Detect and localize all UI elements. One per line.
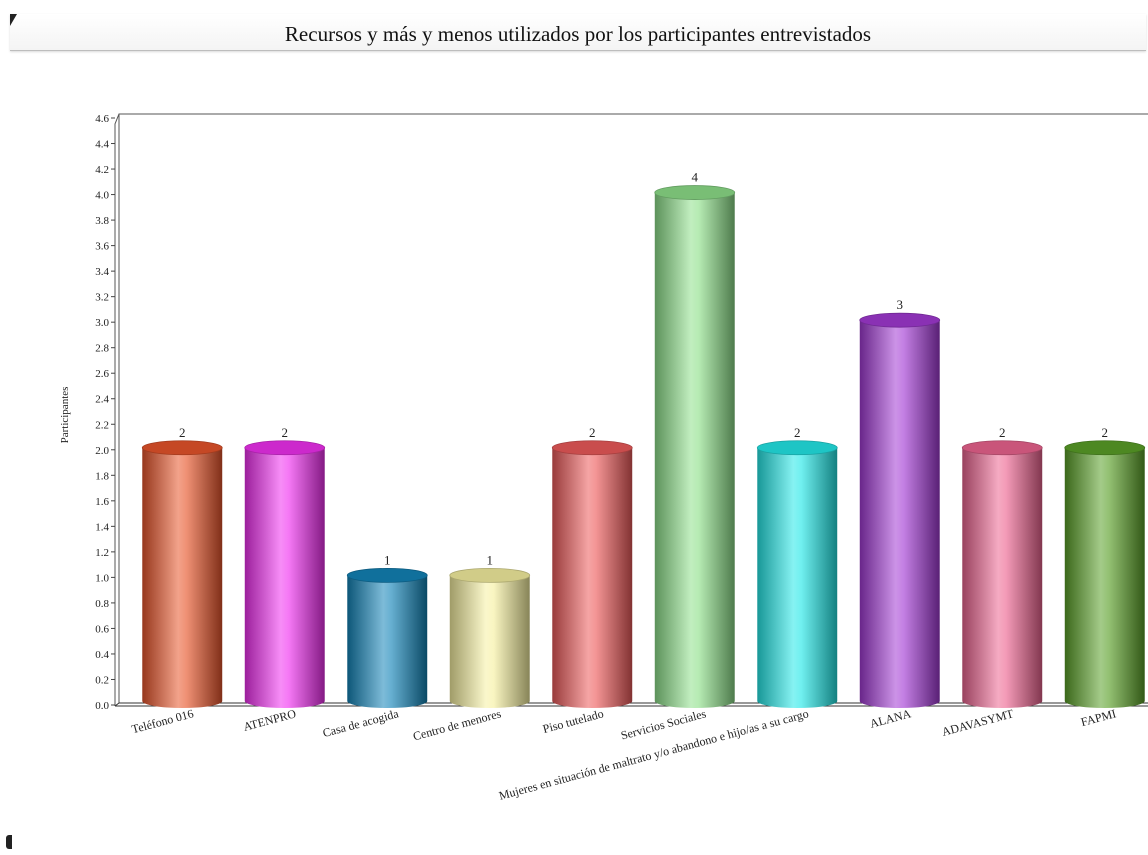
y-tick-label: 4.2	[95, 164, 109, 176]
bar-4	[551, 440, 633, 708]
bar-5	[654, 185, 736, 708]
y-tick-label: 3.6	[95, 241, 109, 253]
bar-cap	[756, 440, 838, 456]
x-category-label: ATENPRO	[242, 706, 298, 734]
bar-body	[244, 447, 325, 708]
y-tick-label: 1.6	[95, 496, 109, 508]
bar-cap	[244, 440, 326, 456]
bar-body	[142, 447, 223, 708]
y-tick-label: 4.4	[95, 139, 109, 151]
y-tick-label: 1.2	[95, 547, 109, 559]
y-tick-label: 2.8	[95, 343, 109, 355]
data-label: 3	[897, 297, 904, 312]
data-label: 4	[692, 170, 699, 185]
y-tick-label: 3.4	[95, 266, 109, 278]
bars: 2 2 1 1 2 4 2 3 2 2	[141, 170, 1146, 708]
x-category-label: ADAVASYMT	[940, 706, 1015, 739]
bar-3	[449, 567, 531, 708]
x-category-label: Teléfono 016	[130, 706, 195, 736]
corner-marker-bottom-left	[6, 835, 12, 849]
bar-cap	[141, 440, 223, 456]
y-tick-label: 0.8	[95, 598, 109, 610]
y-tick-label: 0.6	[95, 623, 109, 635]
y-tick-label: 3.0	[95, 317, 109, 329]
bar-body	[1064, 447, 1145, 708]
chart-title: Recursos y más y menos utilizados por lo…	[284, 22, 872, 46]
bar-body	[552, 447, 633, 708]
y-tick-label: 0.2	[95, 674, 109, 686]
bar-6	[756, 440, 838, 708]
y-axis-title: Participantes	[59, 387, 71, 444]
bar-2	[346, 567, 428, 708]
data-label: 2	[794, 425, 801, 440]
y-tick-label: 0.4	[95, 649, 109, 661]
chart-title-bar: Recursos y más y menos utilizados por lo…	[10, 14, 1146, 51]
bar-body	[757, 447, 838, 708]
y-tick-label: 0.0	[95, 700, 109, 712]
bar-cap	[654, 185, 736, 200]
y-tick-label: 3.2	[95, 292, 109, 304]
data-label: 1	[487, 552, 494, 567]
data-label: 1	[384, 552, 391, 567]
bar-1	[244, 440, 326, 708]
bar-cap	[449, 567, 531, 583]
bar-body	[962, 447, 1043, 708]
data-label: 2	[179, 425, 186, 440]
bar-7	[859, 312, 941, 708]
bar-body	[654, 192, 735, 708]
bar-cap	[961, 440, 1043, 456]
plot-frame-top-left	[114, 113, 1148, 706]
y-tick-label: 4.0	[95, 190, 109, 202]
bar-9	[1064, 440, 1146, 708]
bar-body	[347, 575, 428, 708]
data-label: 2	[1102, 425, 1109, 440]
y-tick-label: 1.8	[95, 470, 109, 482]
y-tick-label: 2.2	[95, 419, 109, 431]
y-tick-label: 2.4	[95, 394, 109, 406]
x-category-label: ALANA	[868, 706, 913, 730]
y-tick-label: 1.0	[95, 572, 109, 584]
y-tick-label: 2.0	[95, 445, 109, 457]
bar-body	[859, 320, 940, 708]
bar-cap	[346, 567, 428, 583]
x-category-label: Centro de menores	[411, 706, 502, 743]
bar-8	[961, 440, 1043, 708]
y-tick-label: 2.6	[95, 368, 109, 380]
bar-body	[449, 575, 530, 708]
data-label: 2	[282, 425, 289, 440]
y-tick-label: 4.6	[95, 113, 109, 125]
x-category-label: Casa de acogida	[321, 706, 401, 740]
y-axis: 0.0 0.2 0.4 0.6 0.8 1.0 1.2 1.4 1.6 1.8 2.0 2.2 2.4 2…	[95, 113, 115, 712]
x-category-label: Piso tutelado	[541, 706, 605, 736]
bar-cap	[859, 312, 941, 328]
bar-cap	[1064, 440, 1146, 456]
bar-0	[141, 440, 223, 708]
data-label: 2	[589, 425, 596, 440]
x-axis-labels: Teléfono 016 ATENPRO Casa de acogida Centro…	[130, 706, 1117, 803]
data-label: 2	[999, 425, 1006, 440]
y-tick-label: 3.8	[95, 215, 109, 227]
y-tick-label: 1.4	[95, 521, 109, 533]
x-category-label: FAPMI	[1079, 706, 1117, 729]
corner-marker-top-left	[10, 14, 17, 26]
bar-cap	[551, 440, 633, 456]
